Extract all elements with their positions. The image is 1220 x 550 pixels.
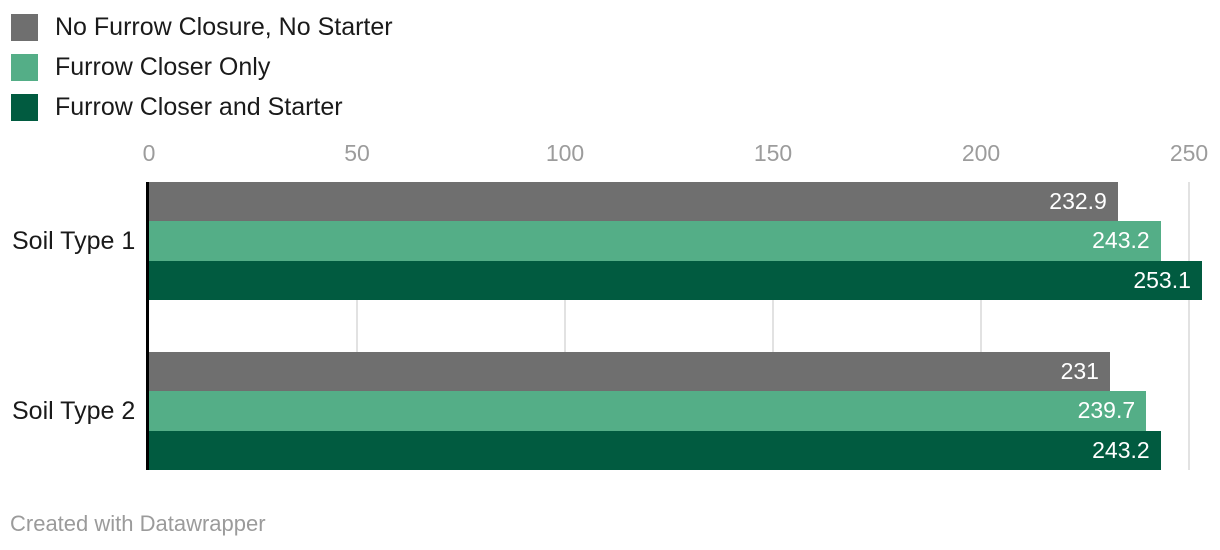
bar: 253.1 [149, 260, 1202, 300]
legend-item: No Furrow Closure, No Starter [11, 14, 393, 41]
bar: 243.2 [149, 430, 1161, 470]
legend-label: No Furrow Closure, No Starter [55, 13, 393, 41]
legend-swatch-icon [11, 14, 38, 41]
bar-value-label: 243.2 [1092, 436, 1150, 463]
legend-swatch-icon [11, 54, 38, 81]
bar-value-label: 231 [1060, 358, 1099, 385]
x-axis-tick-label: 100 [545, 140, 585, 166]
gridline [980, 182, 982, 470]
legend-swatch-icon [11, 94, 38, 121]
bar-value-label: 243.2 [1092, 227, 1150, 254]
legend-item: Furrow Closer and Starter [11, 94, 393, 121]
bar: 243.2 [149, 221, 1161, 261]
legend-label: Furrow Closer Only [55, 53, 271, 81]
bar-value-label: 253.1 [1133, 266, 1191, 293]
legend: No Furrow Closure, No Starter Furrow Clos… [11, 14, 393, 134]
gridline [772, 182, 774, 470]
bar: 231 [149, 352, 1110, 392]
datawrapper-credit-link[interactable]: Created with Datawrapper [10, 511, 266, 536]
category-labels: Soil Type 1 Soil Type 2 [12, 182, 147, 470]
bar-value-label: 239.7 [1077, 397, 1136, 424]
category-label: Soil Type 2 [12, 396, 136, 425]
x-axis-tick-label: 200 [961, 140, 1001, 166]
x-axis-tick-label: 50 [344, 140, 370, 166]
legend-item: Furrow Closer Only [11, 54, 393, 81]
gridline [564, 182, 566, 470]
gridline [1188, 182, 1190, 470]
bar: 232.9 [149, 182, 1118, 222]
bar-value-label: 232.9 [1049, 188, 1107, 215]
plot-area: 232.9 243.2 253.1 231 239.7 243.2 [146, 182, 1202, 470]
x-axis: 0 50 100 150 200 250 [143, 140, 1209, 170]
y-axis-line [146, 182, 149, 470]
category-label: Soil Type 1 [12, 226, 136, 255]
bar: 239.7 [149, 391, 1147, 431]
gridline [356, 182, 358, 470]
legend-label: Furrow Closer and Starter [55, 93, 343, 121]
x-axis-tick-label: 150 [753, 140, 793, 166]
x-axis-tick-label: 0 [142, 140, 156, 166]
x-axis-tick-label: 250 [1169, 140, 1209, 166]
